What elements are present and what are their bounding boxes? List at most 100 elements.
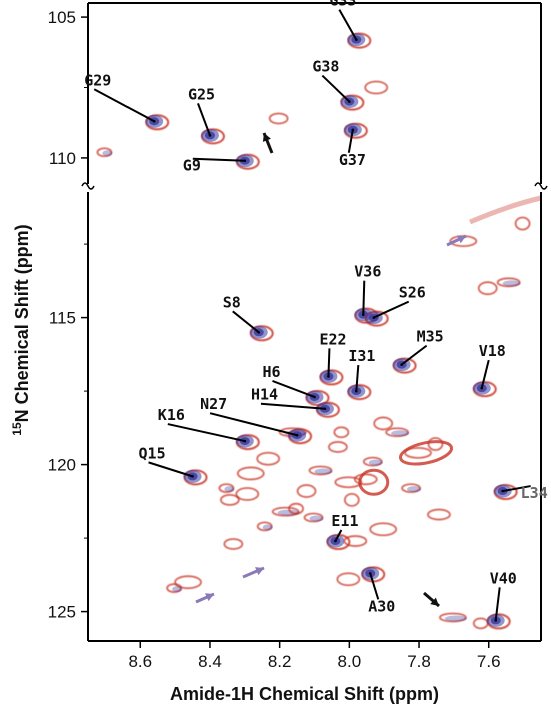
peak-g33 — [347, 32, 372, 49]
peak-unlabeled — [308, 465, 333, 476]
broad-peak-contour — [398, 440, 454, 466]
peak-red-contour — [166, 583, 183, 593]
peak-unlabeled — [336, 572, 361, 587]
peak-unlabeled — [268, 112, 289, 125]
peak-label-text: S26 — [399, 284, 426, 302]
peak-label-text: G29 — [84, 71, 111, 89]
peak-unlabeled — [219, 493, 240, 506]
peak-q15 — [183, 469, 208, 486]
peak-unlabeled — [256, 451, 281, 466]
peak-e22 — [319, 369, 344, 386]
axis-break-mark-right — [534, 182, 548, 190]
arrows-layer — [195, 132, 467, 608]
peak-unlabeled — [472, 617, 489, 630]
peak-unlabeled — [385, 427, 410, 438]
peak-label-text: K16 — [158, 406, 185, 424]
arrow-head — [262, 133, 271, 142]
peak-unlabeled — [236, 466, 265, 481]
y-axis-label-text: N Chemical Shift (ppm) — [12, 224, 32, 422]
peak-label-e11: E11 — [331, 512, 359, 542]
peak-unlabeled — [166, 583, 183, 593]
peak-unlabeled — [369, 522, 398, 537]
peak-label-text: E22 — [319, 330, 346, 348]
peak-red-contour — [235, 487, 260, 501]
leader-line — [321, 74, 351, 103]
peak-v18 — [472, 381, 497, 398]
peak-red-contour — [438, 612, 467, 623]
peak-label-text: G37 — [339, 151, 366, 169]
peak-red-contour — [218, 483, 235, 494]
x-tick-label: 8.0 — [338, 652, 362, 671]
peak-unlabeled — [235, 487, 260, 501]
peak-label-g37: G37 — [339, 129, 366, 169]
peak-label-text: G25 — [188, 85, 215, 103]
x-tick-label: 8.6 — [128, 652, 152, 671]
y-tick-label: 115 — [49, 309, 76, 328]
peak-label-g33: G33 — [329, 0, 358, 41]
leader-line — [192, 157, 245, 162]
peak-label-text: H6 — [263, 363, 281, 381]
leader-line — [338, 9, 358, 41]
leader-line — [494, 587, 501, 621]
leader-line — [93, 88, 155, 123]
peak-label-text: G33 — [329, 0, 356, 10]
broad-peak-contour — [358, 468, 390, 496]
leader-line — [167, 423, 246, 443]
x-tick-label: 7.8 — [407, 652, 431, 671]
peak-label-g25: G25 — [188, 85, 215, 136]
peak-red-contour — [373, 416, 394, 431]
leader-line — [373, 300, 410, 319]
peak-red-contour — [174, 575, 202, 590]
peak-red-contour — [427, 508, 451, 521]
peak-label-h14: H14 — [251, 386, 326, 410]
peak-red-contour — [308, 465, 333, 476]
peak-label-text: N27 — [200, 395, 227, 413]
peak-label-n27: N27 — [200, 395, 298, 437]
peak-label-s26: S26 — [373, 284, 426, 319]
leader-line — [362, 280, 366, 315]
peak-unlabeled — [343, 492, 360, 507]
peak-label-text: V40 — [490, 569, 517, 587]
peak-unlabeled — [427, 508, 451, 521]
peak-blue-contour — [172, 586, 183, 593]
peak-blue-contour — [391, 430, 410, 437]
peak-h14 — [315, 401, 340, 418]
peak-label-s8: S8 — [223, 293, 260, 334]
peak-unlabeled — [174, 575, 202, 590]
peak-red-contour — [327, 441, 348, 453]
peak-red-contour — [385, 427, 410, 438]
peak-blue-contour — [444, 615, 467, 622]
peak-red-contour — [256, 521, 273, 532]
peak-label-text: V18 — [479, 342, 506, 360]
peak-red-contour — [369, 522, 398, 537]
peak-unlabeled — [296, 484, 317, 498]
peak-blue-contour — [262, 524, 273, 531]
peak-label-v40: V40 — [490, 569, 517, 621]
peak-i31 — [347, 384, 372, 401]
arrow-black-top — [262, 132, 274, 154]
peak-red-contour — [427, 437, 444, 451]
peak-blue-contour — [368, 459, 383, 466]
peak-unlabeled — [218, 483, 235, 494]
peak-label-text: H14 — [251, 386, 278, 404]
arrow-head — [255, 567, 264, 576]
y-tick-label: 110 — [49, 149, 76, 168]
peak-label-m35: M35 — [401, 328, 444, 366]
peak-red-contour — [343, 492, 360, 507]
peak-red-contour — [514, 216, 531, 231]
peak-red-contour — [333, 426, 350, 439]
peak-red-contour — [288, 502, 304, 515]
peak-v40 — [486, 613, 511, 630]
peak-unlabeled — [427, 437, 444, 451]
peak-label-g9: G9 — [183, 157, 245, 175]
peak-unlabeled — [373, 416, 394, 431]
peak-unlabeled — [288, 502, 304, 515]
axes-layer — [81, 2, 548, 648]
arrow-purple-upper-right — [446, 234, 467, 247]
peak-red-contour — [472, 617, 489, 630]
peak-red-contour — [496, 277, 521, 288]
peak-g29 — [145, 114, 170, 131]
peak-label-a30: A30 — [368, 573, 395, 615]
peak-red-contour — [296, 484, 317, 498]
peak-unlabeled — [496, 277, 521, 288]
